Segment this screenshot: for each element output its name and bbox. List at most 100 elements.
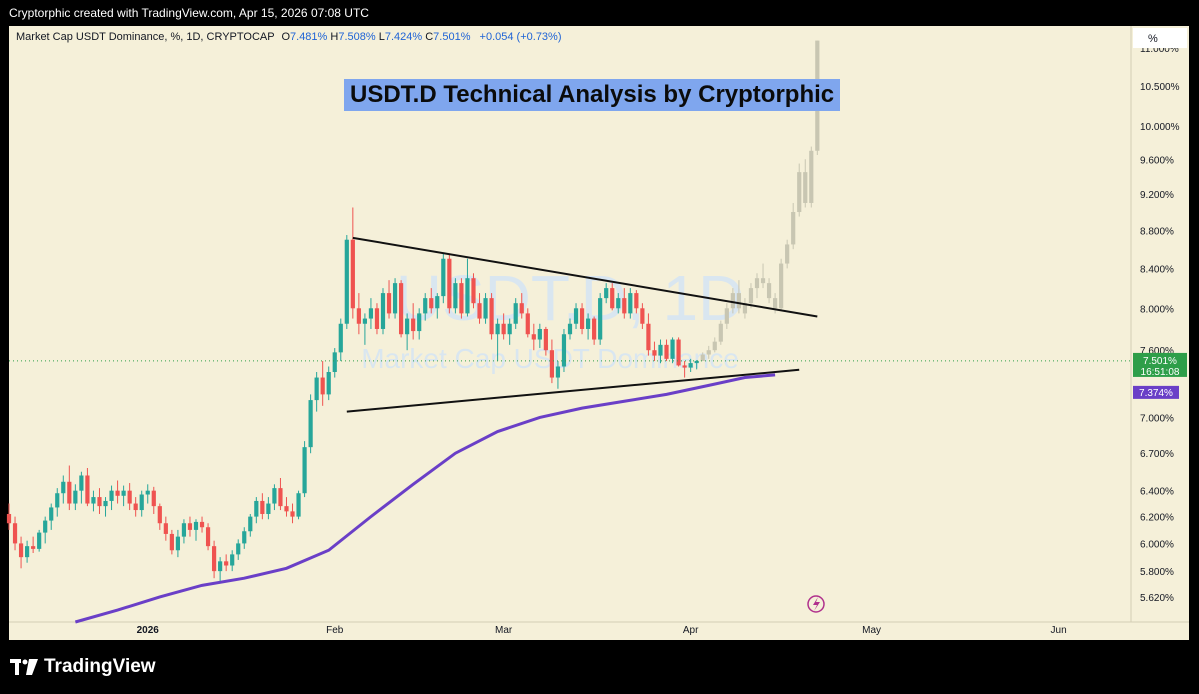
lower-support-trendline[interactable] bbox=[346, 368, 800, 413]
y-tick-label: 8.800% bbox=[1140, 226, 1174, 237]
x-tick-label: Mar bbox=[495, 625, 513, 636]
candle-body bbox=[392, 283, 398, 314]
candle-body bbox=[278, 488, 283, 507]
candle-body bbox=[236, 543, 241, 555]
candle-body bbox=[398, 283, 404, 335]
close-label: C bbox=[425, 31, 434, 43]
candle-body bbox=[549, 350, 555, 378]
projection-candle bbox=[772, 298, 778, 309]
candle-body bbox=[302, 447, 307, 494]
candle-body bbox=[628, 293, 633, 314]
y-tick-label: 8.000% bbox=[1140, 304, 1174, 315]
candle-body bbox=[326, 372, 331, 395]
candle-body bbox=[218, 561, 223, 572]
candle-body bbox=[694, 360, 699, 364]
current-price-value: 7.501% bbox=[1143, 356, 1177, 367]
candle-body bbox=[121, 490, 126, 496]
tradingview-brand[interactable]: TradingView bbox=[10, 656, 156, 678]
moving-average-line bbox=[74, 373, 776, 624]
projection-candle bbox=[791, 212, 796, 245]
candle-body bbox=[260, 500, 265, 514]
high-label: H bbox=[330, 31, 339, 43]
candle-body bbox=[519, 303, 524, 314]
candle-body bbox=[592, 318, 597, 340]
projection-candle bbox=[803, 172, 808, 203]
candle-body bbox=[610, 288, 615, 309]
ma-price-tag: 7.374% bbox=[1133, 385, 1179, 399]
x-tick-label: 2026 bbox=[137, 625, 160, 636]
upper-resistance-trendline[interactable] bbox=[352, 236, 818, 318]
projection-candle bbox=[700, 354, 705, 362]
candle-body bbox=[507, 323, 512, 335]
candle-body bbox=[585, 318, 591, 329]
candle-body bbox=[543, 328, 548, 351]
candle-body bbox=[350, 239, 355, 309]
projection-candle bbox=[809, 150, 814, 203]
candle-body bbox=[151, 490, 156, 507]
projection-candle bbox=[760, 278, 766, 284]
candle-body bbox=[224, 561, 229, 566]
candle-body bbox=[31, 546, 36, 549]
change-value: +0.054 (+0.73%) bbox=[479, 31, 562, 43]
candle-body bbox=[646, 323, 651, 351]
open-value: 7.481% bbox=[290, 31, 328, 43]
candle-body bbox=[640, 308, 645, 324]
low-value: 7.424% bbox=[384, 31, 423, 43]
candle-body bbox=[254, 500, 259, 517]
candle-body bbox=[495, 323, 500, 335]
x-tick-label: Feb bbox=[326, 625, 344, 636]
footer-bar bbox=[0, 640, 1199, 694]
candle-body bbox=[230, 554, 235, 566]
candle-body bbox=[242, 531, 247, 544]
candle-body bbox=[465, 278, 470, 314]
open-label: O bbox=[281, 31, 291, 43]
candle-body bbox=[127, 490, 132, 504]
candle-body bbox=[67, 481, 72, 504]
candle-body bbox=[604, 288, 609, 299]
candle-body bbox=[435, 296, 440, 309]
candle-body bbox=[272, 488, 277, 504]
credit-bar: Cryptorphic created with TradingView.com… bbox=[0, 0, 1199, 26]
candle-body bbox=[489, 298, 494, 335]
y-tick-label: 9.600% bbox=[1140, 155, 1174, 166]
y-tick-label: 6.200% bbox=[1140, 513, 1174, 524]
candle-body bbox=[133, 503, 138, 511]
lightning-icon[interactable] bbox=[807, 595, 825, 613]
projection-candle bbox=[779, 263, 784, 309]
candle-body bbox=[441, 258, 446, 297]
symbol-name: Market Cap USDT Dominance, %, 1D, CRYPTO… bbox=[16, 31, 275, 43]
projection-candle bbox=[724, 308, 729, 324]
candle-body bbox=[411, 318, 416, 332]
brand-name: TradingView bbox=[44, 656, 156, 677]
candle-body bbox=[79, 475, 84, 491]
candle-body bbox=[531, 334, 536, 340]
candle-body bbox=[266, 503, 271, 514]
candle-body bbox=[453, 283, 458, 309]
x-tick-label: May bbox=[862, 625, 881, 636]
y-tick-label: 10.000% bbox=[1140, 122, 1180, 133]
candle-body bbox=[368, 308, 374, 319]
projection-candle bbox=[766, 283, 772, 299]
x-tick-label: Jun bbox=[1051, 625, 1067, 636]
candle-body bbox=[380, 293, 386, 329]
candle-body bbox=[73, 490, 78, 504]
candle-body bbox=[308, 400, 313, 448]
candle-body bbox=[296, 493, 301, 517]
y-tick-label: 7.600% bbox=[1140, 346, 1174, 357]
candle-body bbox=[483, 298, 488, 319]
candle-body bbox=[579, 308, 585, 329]
candle-body bbox=[513, 303, 518, 324]
candle-body bbox=[471, 278, 476, 304]
candle-body bbox=[18, 543, 24, 558]
projection-candle bbox=[785, 244, 790, 264]
percent-scale-button[interactable]: % bbox=[1133, 28, 1187, 48]
candle-body bbox=[688, 363, 693, 368]
candle-body bbox=[567, 323, 573, 335]
candle-body bbox=[417, 313, 422, 332]
candle-body bbox=[145, 490, 150, 495]
current-price-tag: 7.501% 16:51:08 bbox=[1133, 352, 1187, 378]
candle-body bbox=[97, 497, 102, 507]
candle-body bbox=[386, 293, 392, 314]
projection-candle bbox=[736, 293, 742, 309]
